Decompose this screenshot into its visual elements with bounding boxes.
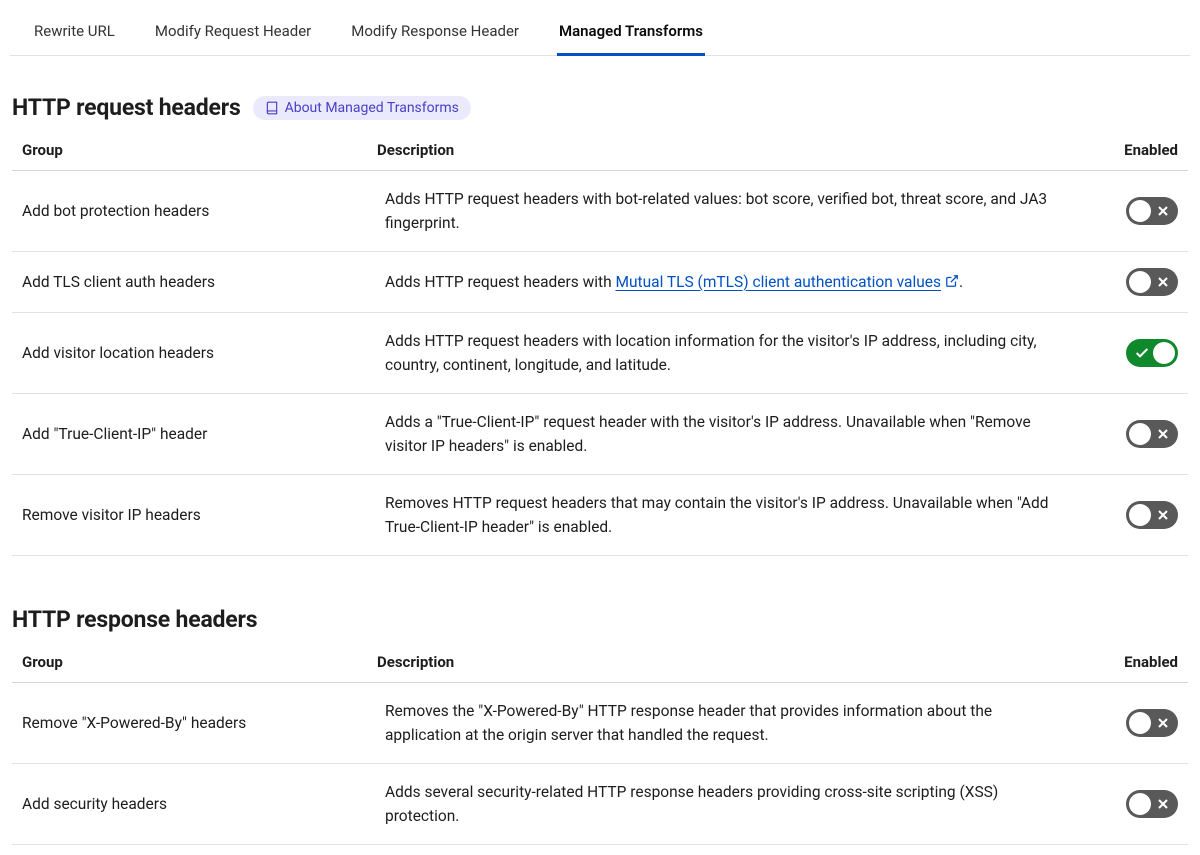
- table-row: Remove "X-Powered-By" headers Removes the…: [12, 683, 1188, 764]
- link-text: Mutual TLS (mTLS) client authentication …: [615, 273, 941, 291]
- toggle-cell: [1078, 420, 1178, 448]
- section: HTTP request headers About Managed Transf…: [10, 94, 1190, 556]
- row-description: Adds several security-related HTTP respo…: [385, 780, 1070, 828]
- table-row: Remove visitor IP headers Removes HTTP re…: [12, 475, 1188, 556]
- row-description: Adds HTTP request headers with location …: [385, 329, 1070, 377]
- col-group: Group: [22, 141, 377, 159]
- col-enabled: Enabled: [1078, 653, 1178, 671]
- row-name: Remove "X-Powered-By" headers: [22, 714, 377, 732]
- enabled-toggle[interactable]: [1126, 197, 1178, 225]
- toggle-knob: [1153, 342, 1175, 364]
- section: HTTP response headers GroupDescriptionEna…: [10, 606, 1190, 845]
- tab-rewrite-url[interactable]: Rewrite URL: [32, 10, 117, 56]
- row-description: Removes HTTP request headers that may co…: [385, 491, 1070, 539]
- row-description: Adds HTTP request headers with bot-relat…: [385, 187, 1070, 235]
- toggle-cell: [1078, 197, 1178, 225]
- about-managed-transforms-link[interactable]: About Managed Transforms: [253, 96, 471, 120]
- row-name: Add security headers: [22, 795, 377, 813]
- toggle-cell: [1078, 501, 1178, 529]
- col-description: Description: [377, 653, 1078, 671]
- table-row: Add security headers Adds several securit…: [12, 764, 1188, 845]
- toggle-knob: [1129, 793, 1151, 815]
- table-header: GroupDescriptionEnabled: [12, 131, 1188, 171]
- toggle-cell: [1078, 709, 1178, 737]
- toggle-knob: [1129, 504, 1151, 526]
- enabled-toggle[interactable]: [1126, 420, 1178, 448]
- table-row: Add TLS client auth headers Adds HTTP req…: [12, 252, 1188, 313]
- toggle-knob: [1129, 200, 1151, 222]
- table-row: Add visitor location headers Adds HTTP re…: [12, 313, 1188, 394]
- row-description: Removes the "X-Powered-By" HTTP response…: [385, 699, 1070, 747]
- row-name: Add visitor location headers: [22, 344, 377, 362]
- col-enabled: Enabled: [1078, 141, 1178, 159]
- col-group: Group: [22, 653, 377, 671]
- section-title: HTTP response headers: [12, 606, 257, 633]
- row-description: Adds a "True-Client-IP" request header w…: [385, 410, 1070, 458]
- mtls-link[interactable]: Mutual TLS (mTLS) client authentication …: [615, 273, 959, 291]
- section-header: HTTP response headers: [12, 606, 1188, 633]
- section-header: HTTP request headers About Managed Transf…: [12, 94, 1188, 121]
- toggle-cell: [1078, 339, 1178, 367]
- table-row: Add bot protection headers Adds HTTP requ…: [12, 171, 1188, 252]
- row-name: Add "True-Client-IP" header: [22, 425, 377, 443]
- row-name: Remove visitor IP headers: [22, 506, 377, 524]
- tab-modify-request-header[interactable]: Modify Request Header: [153, 10, 313, 56]
- tabs-bar: Rewrite URL Modify Request Header Modify R…: [10, 10, 1190, 56]
- row-description: Adds HTTP request headers with Mutual TL…: [385, 270, 1070, 294]
- badge-text: About Managed Transforms: [285, 100, 459, 116]
- row-name: Add TLS client auth headers: [22, 273, 377, 291]
- toggle-cell: [1078, 268, 1178, 296]
- table-header: GroupDescriptionEnabled: [12, 643, 1188, 683]
- toggle-cell: [1078, 790, 1178, 818]
- enabled-toggle[interactable]: [1126, 268, 1178, 296]
- enabled-toggle[interactable]: [1126, 709, 1178, 737]
- external-link-icon: [945, 274, 959, 288]
- enabled-toggle[interactable]: [1126, 790, 1178, 818]
- toggle-knob: [1129, 712, 1151, 734]
- desc-text: Adds HTTP request headers with: [385, 273, 615, 291]
- toggle-knob: [1129, 271, 1151, 293]
- toggle-knob: [1129, 423, 1151, 445]
- desc-text: .: [959, 273, 963, 291]
- enabled-toggle[interactable]: [1126, 501, 1178, 529]
- row-name: Add bot protection headers: [22, 202, 377, 220]
- enabled-toggle[interactable]: [1126, 339, 1178, 367]
- section-title: HTTP request headers: [12, 94, 241, 121]
- tab-modify-response-header[interactable]: Modify Response Header: [349, 10, 521, 56]
- col-description: Description: [377, 141, 1078, 159]
- tab-managed-transforms[interactable]: Managed Transforms: [557, 10, 705, 56]
- book-icon: [265, 101, 279, 115]
- table-row: Add "True-Client-IP" header Adds a "True-…: [12, 394, 1188, 475]
